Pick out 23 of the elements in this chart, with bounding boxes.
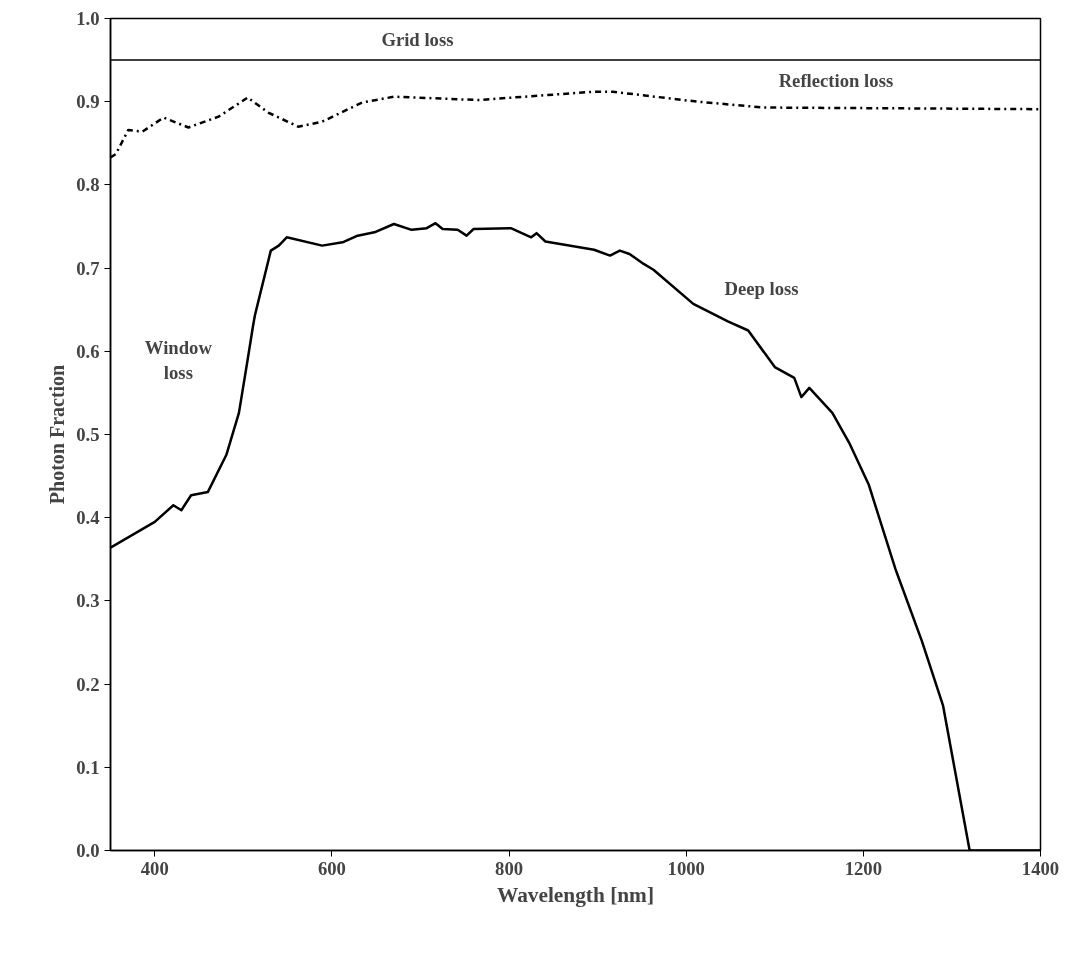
x-tick-label: 1000 [667,857,705,879]
y-tick-label: 0.8 [76,174,100,196]
x-axis-title: Wavelength [nm] [497,882,654,907]
y-tick-label: 0.7 [76,257,100,279]
y-tick-label: 1.0 [76,8,100,29]
y-axis-title: Photon Fraction [46,364,69,505]
y-tick-label: 0.9 [76,91,100,113]
annotation: Reflection loss [778,70,894,92]
y-tick-label: 0.1 [76,756,100,778]
y-tick-label: 0.3 [76,590,100,612]
y-tick-label: 0.0 [76,840,100,861]
x-tick-label: 800 [495,857,524,879]
y-tick-label: 0.2 [76,673,100,695]
x-tick-label: 1200 [844,857,883,879]
x-tick-label: 1400 [1021,857,1060,879]
annotation: Window loss [144,336,213,383]
annotation: Deep loss [724,278,799,300]
x-tick-label: 400 [140,857,169,879]
y-tick-label: 0.6 [76,340,100,362]
annotation: Grid loss [381,28,454,50]
y-tick-label: 0.5 [76,424,100,445]
y-tick-label: 0.4 [76,507,100,529]
x-tick-label: 600 [317,857,346,879]
